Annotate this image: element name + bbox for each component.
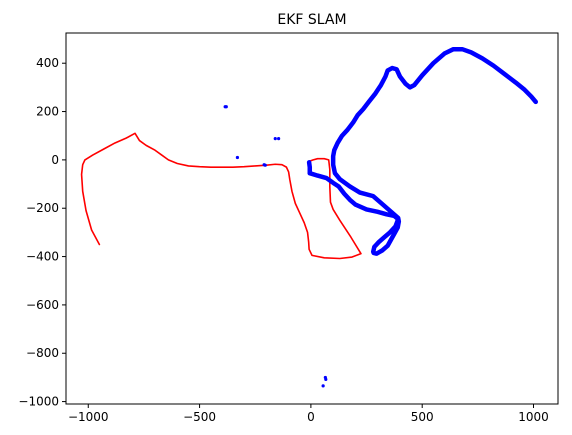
y-tick-label: 0 [51,153,59,167]
y-tick-label: −200 [26,201,59,215]
x-tick-label: 1000 [518,410,549,424]
axes-frame [65,32,559,405]
y-axis: −1000 −800 −600 −400 −200 0 200 400 [18,56,66,409]
landmark-point [273,137,277,141]
x-tick-label: −500 [183,410,216,424]
landmark-point [324,377,328,381]
y-tick-label: 400 [36,56,59,70]
y-tick-label: −400 [26,250,59,264]
landmark-point [277,137,281,141]
y-tick-label: 200 [36,105,59,119]
x-tick-label: 500 [411,410,434,424]
landmark-point [321,384,325,388]
chart-title: EKF SLAM [277,12,346,28]
series-estimated-path [80,132,362,260]
y-tick-label: −1000 [18,395,59,409]
x-tick-label: −1000 [68,410,109,424]
series-true-path [307,46,538,256]
x-tick-label: 0 [307,410,315,424]
x-axis: −1000 −500 0 500 1000 [68,404,549,424]
landmark-point [263,163,267,167]
y-tick-label: −600 [26,298,59,312]
plot-area [80,46,538,388]
landmark-point [235,155,240,160]
y-tick-label: −800 [26,346,59,360]
series-true-path-start [306,160,313,176]
landmark-point [224,105,228,109]
